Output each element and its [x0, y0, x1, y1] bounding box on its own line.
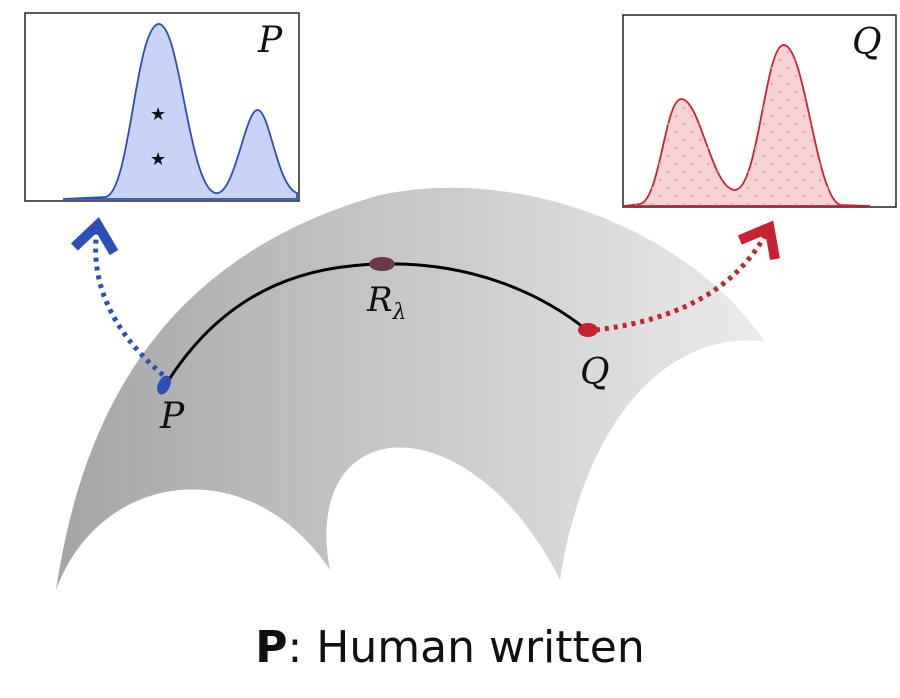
caption: P: Human written — [0, 622, 900, 673]
distribution-p-label: P — [257, 20, 283, 61]
point-p-label: P — [159, 396, 185, 437]
point-q — [578, 323, 598, 337]
distribution-q-label: Q — [852, 22, 882, 63]
distribution-box-q: Q — [623, 15, 896, 207]
caption-text: : Human written — [288, 622, 645, 673]
point-r-lambda — [369, 257, 395, 271]
svg-text:★: ★ — [150, 149, 166, 170]
distribution-box-p: ★ ★ P — [25, 13, 299, 201]
svg-text:★: ★ — [150, 104, 166, 125]
caption-bold: P — [255, 622, 287, 673]
point-q-label: Q — [580, 352, 610, 393]
